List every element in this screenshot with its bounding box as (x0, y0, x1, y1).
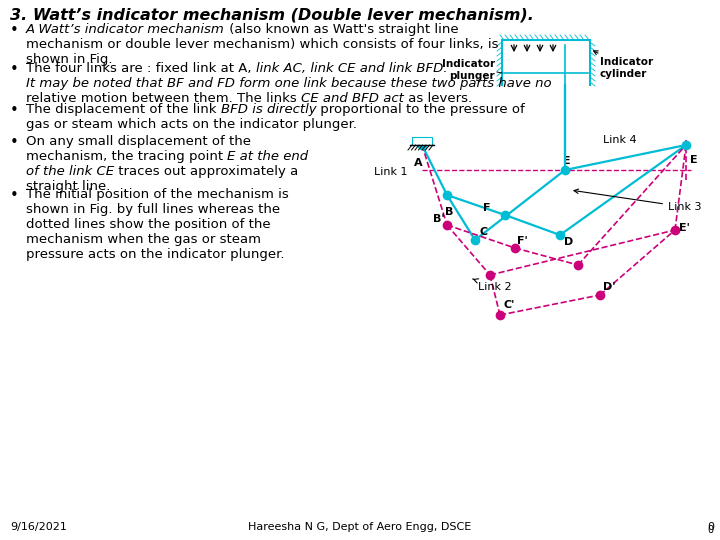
Text: dotted lines show the position of the: dotted lines show the position of the (26, 218, 271, 231)
Text: The initial position of the mechanism is: The initial position of the mechanism is (26, 188, 289, 201)
Text: 0: 0 (708, 525, 714, 535)
Text: The displacement of the link: The displacement of the link (26, 103, 221, 116)
Text: shown in Fig. by full lines whereas the: shown in Fig. by full lines whereas the (26, 203, 280, 216)
Text: On any small displacement of the: On any small displacement of the (26, 135, 251, 148)
Text: Link 3: Link 3 (574, 189, 701, 212)
Text: B: B (445, 207, 454, 217)
Text: •: • (10, 135, 19, 150)
Text: straight line.: straight line. (26, 180, 110, 193)
Text: traces out approximately a: traces out approximately a (114, 165, 298, 178)
Text: mechanism or double lever mechanism) which consists of four links, is: mechanism or double lever mechanism) whi… (26, 38, 498, 51)
Text: proportional to the pressure of: proportional to the pressure of (316, 103, 525, 116)
Text: link AC, link CE and link BFD.: link AC, link CE and link BFD. (256, 62, 447, 75)
Text: (also known as Watt's straight line: (also known as Watt's straight line (225, 23, 459, 36)
Text: C: C (479, 227, 487, 237)
Text: •: • (10, 62, 19, 77)
Text: Indicator
cylinder: Indicator cylinder (593, 51, 653, 79)
Text: CE and BFD act: CE and BFD act (301, 92, 404, 105)
Text: A Watt’s indicator mechanism: A Watt’s indicator mechanism (26, 23, 225, 36)
Text: B': B' (433, 214, 445, 224)
Text: The four links are : fixed link at A,: The four links are : fixed link at A, (26, 62, 256, 75)
Text: A: A (414, 158, 423, 168)
Text: Link 2: Link 2 (472, 279, 512, 292)
Text: 0: 0 (707, 522, 714, 532)
Text: It may be noted that BF and FD form one link because these two parts have no: It may be noted that BF and FD form one … (26, 77, 552, 90)
Text: of the link CE: of the link CE (26, 165, 114, 178)
Text: as levers.: as levers. (404, 92, 472, 105)
Text: Link 1: Link 1 (374, 167, 408, 177)
Text: F': F' (517, 236, 528, 246)
Text: F: F (484, 203, 491, 213)
Text: 3. Watt’s indicator mechanism (Double lever mechanism).: 3. Watt’s indicator mechanism (Double le… (10, 7, 534, 22)
Text: shown in Fig.: shown in Fig. (26, 53, 112, 66)
Text: •: • (10, 103, 19, 118)
Text: Hareesha N G, Dept of Aero Engg, DSCE: Hareesha N G, Dept of Aero Engg, DSCE (248, 522, 472, 532)
Text: E: E (563, 156, 571, 166)
Text: relative motion between them. The links: relative motion between them. The links (26, 92, 301, 105)
Text: mechanism, the tracing point: mechanism, the tracing point (26, 150, 228, 163)
Text: E': E' (679, 223, 690, 233)
Text: •: • (10, 188, 19, 203)
Bar (412, 137, 432, 145)
Text: Indicator
plunger: Indicator plunger (442, 59, 495, 81)
Text: D: D (564, 237, 573, 247)
Text: E at the end: E at the end (228, 150, 308, 163)
Text: Link 4: Link 4 (603, 135, 636, 145)
Text: pressure acts on the indicator plunger.: pressure acts on the indicator plunger. (26, 248, 284, 261)
Text: E: E (690, 155, 698, 165)
Text: gas or steam which acts on the indicator plunger.: gas or steam which acts on the indicator… (26, 118, 357, 131)
Text: mechanism when the gas or steam: mechanism when the gas or steam (26, 233, 261, 246)
Text: •: • (10, 23, 19, 38)
Text: C': C' (503, 300, 514, 310)
Text: D': D' (603, 282, 616, 292)
Text: 9/16/2021: 9/16/2021 (10, 522, 67, 532)
Text: BFD is directly: BFD is directly (221, 103, 316, 116)
